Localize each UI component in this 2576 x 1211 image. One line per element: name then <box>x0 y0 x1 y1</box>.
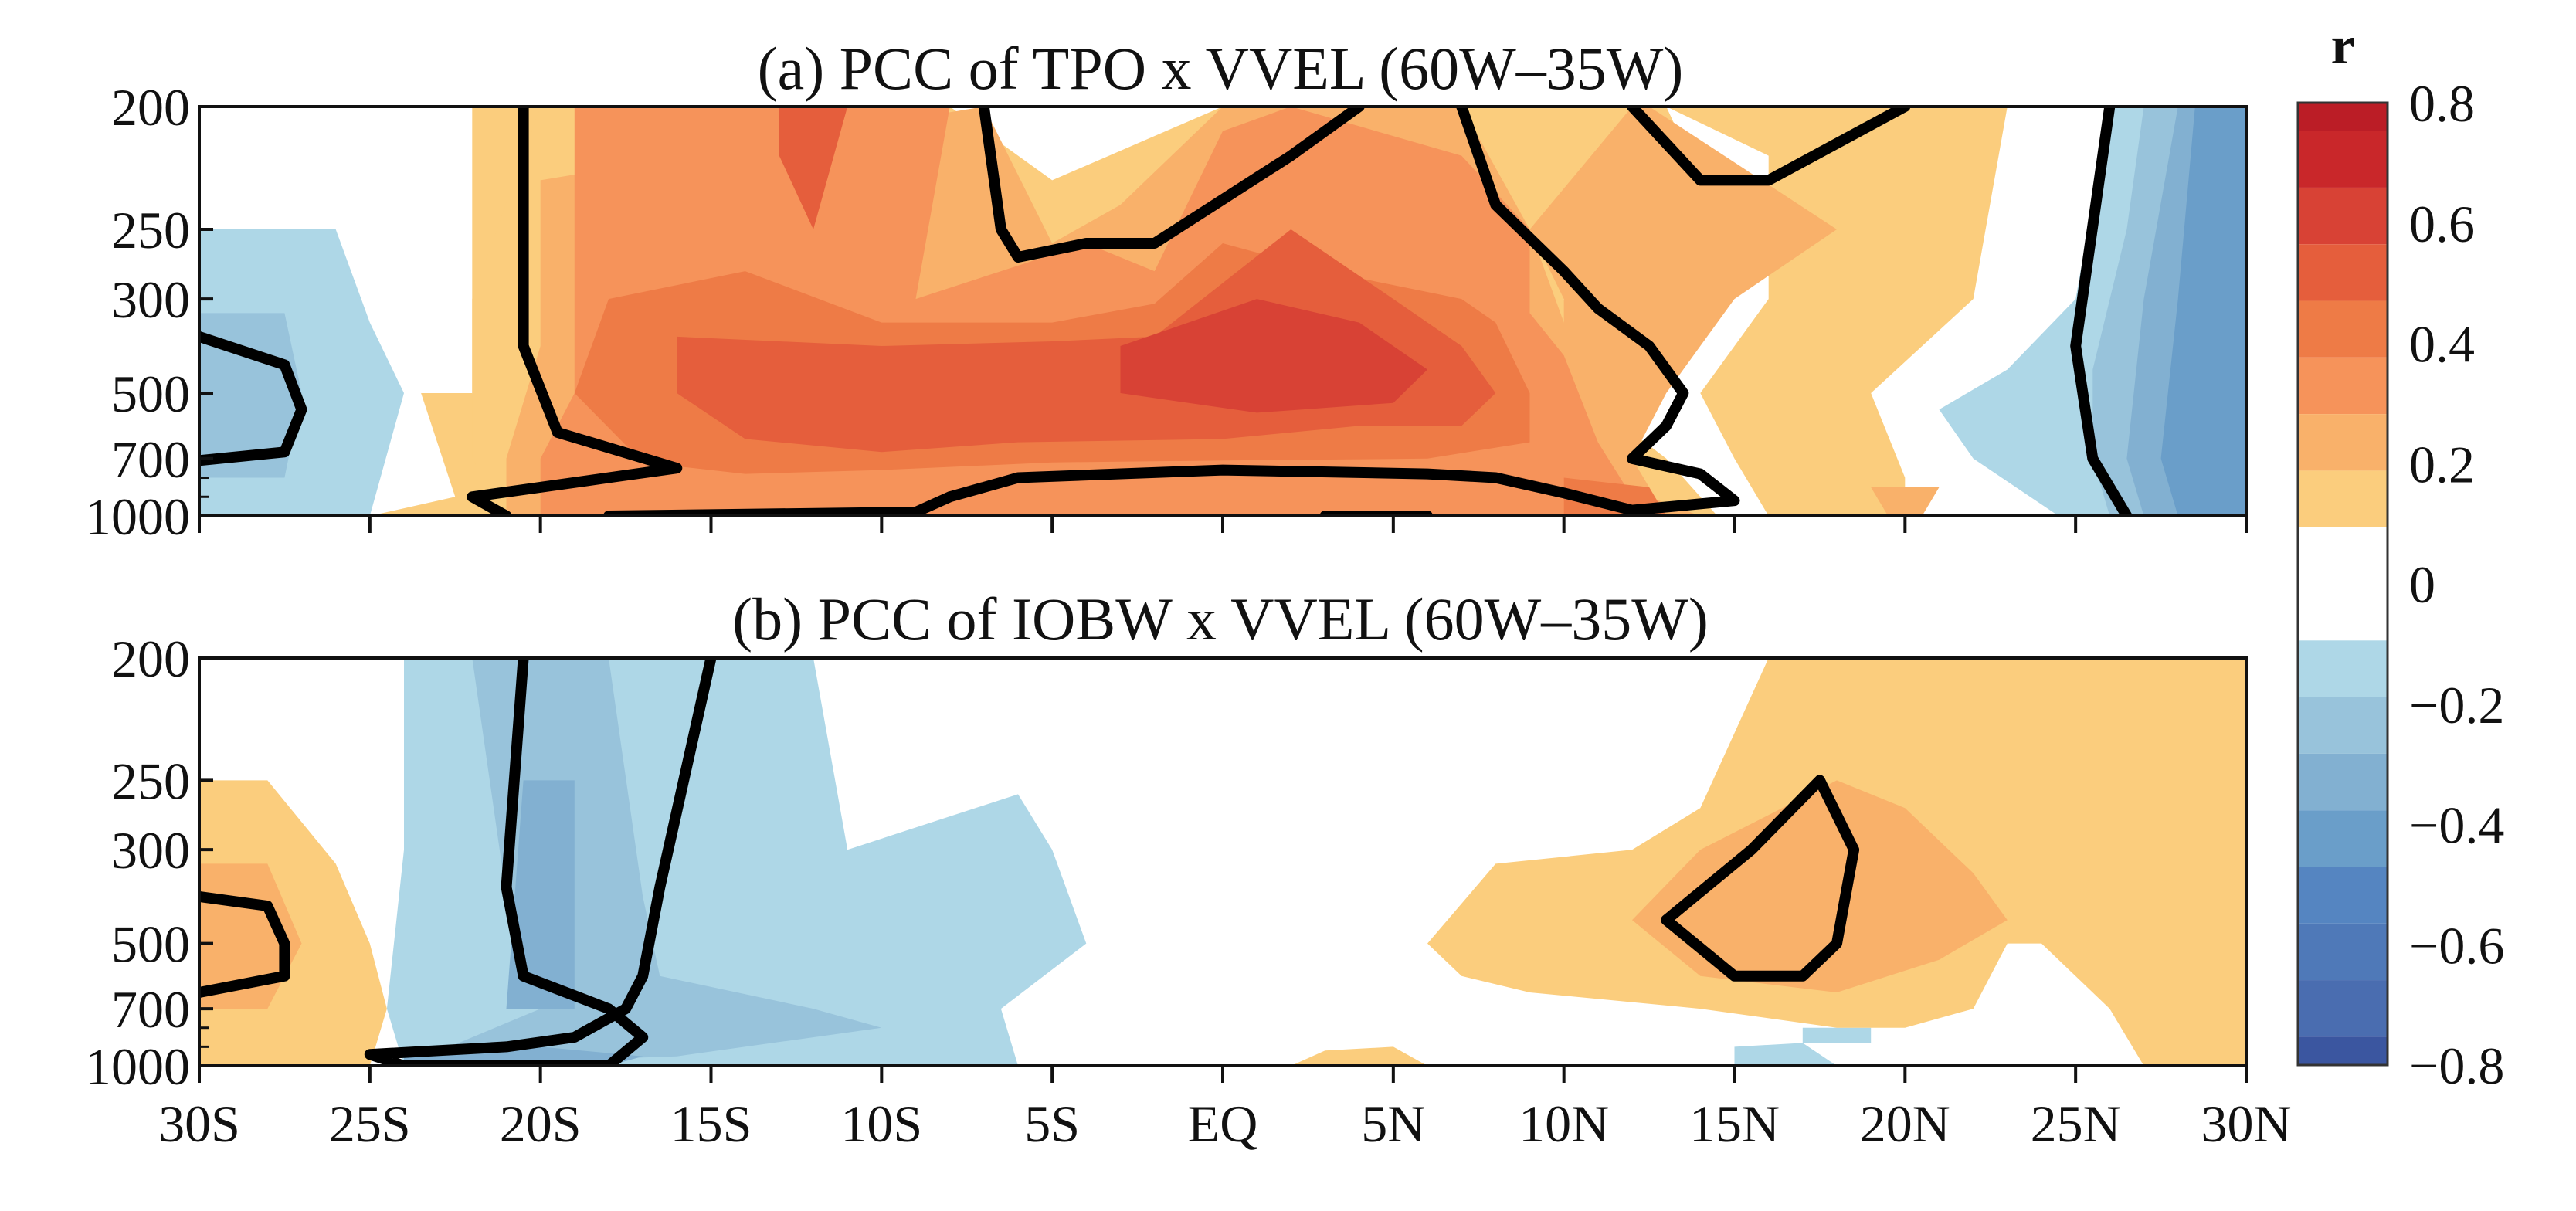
colorbar-ticks: 0.8 0.6 0.4 0.2 0 −0.2 −0.4 −0.6 −0.8 <box>2409 74 2504 1095</box>
panel-a-ytick-label-2: 300 <box>111 270 190 329</box>
panel-a-significance-line-0 <box>199 331 307 466</box>
panel-b-xtick-label-0: 30S <box>158 1094 240 1153</box>
panel-b-region-7 <box>1802 1027 1872 1043</box>
panel-b-xtick-label-9: 15N <box>1689 1094 1780 1153</box>
panel-b-xtick-label-7: 5N <box>1361 1094 1425 1153</box>
colorbar-block-14 <box>2298 923 2388 981</box>
colorbar-block-13 <box>2298 867 2388 924</box>
colorbar-block-12 <box>2298 810 2388 867</box>
colorbar-block-2 <box>2298 187 2388 245</box>
panel-b-significance-contours <box>199 658 1860 1066</box>
panel-a-significance-contours <box>199 107 2133 516</box>
panel-b-xtick-label-12: 30N <box>2201 1094 2291 1153</box>
panel-a-significance-line-2 <box>603 107 1740 516</box>
colorbar-tick-label-4: 0 <box>2409 555 2435 614</box>
colorbar-tick-label-0: 0.8 <box>2409 74 2475 133</box>
panel-b-ytick-label-4: 700 <box>111 980 190 1039</box>
panel-b-xtick-label-4: 10S <box>840 1094 922 1153</box>
panel-b-xtick-label-1: 25S <box>329 1094 411 1153</box>
panel-a-ytick-label-1: 250 <box>111 201 190 260</box>
panel-a-region-13 <box>1871 487 1940 516</box>
colorbar-frame <box>2296 101 2389 1067</box>
colorbar-block-1 <box>2298 131 2388 188</box>
panel-b-title: (b) PCC of IOBW x VVEL (60W–35W) <box>732 585 1709 653</box>
panel-b-ytick-label-5: 1000 <box>85 1037 190 1096</box>
panel-a-region-1 <box>199 313 302 478</box>
colorbar-block-3 <box>2298 244 2388 301</box>
panel-a-significance-line-1 <box>467 107 683 516</box>
panel-a-region-6 <box>1529 107 1837 516</box>
colorbar-block-5 <box>2298 357 2388 415</box>
panel-b: (b) PCC of IOBW x VVEL (60W–35W) 200 250 3… <box>85 585 2292 1153</box>
panel-b-significance-line-2 <box>1661 775 1860 982</box>
colorbar-tick-label-3: 0.2 <box>2409 435 2475 494</box>
panel-b-xtick-label-8: 10N <box>1519 1094 1609 1153</box>
colorbar-block-10 <box>2298 697 2388 754</box>
panel-a: (a) PCC of TPO x VVEL (60W–35W) 200 250 30… <box>85 35 2248 546</box>
colorbar-tick-label-1: 0.6 <box>2409 195 2475 253</box>
colorbar-block-11 <box>2298 753 2388 811</box>
panel-b-x-axis: 30S 25S 20S 15S 10S 5S EQ 5N 10N 15N 20N 25N 30N <box>158 1066 2292 1153</box>
panel-a-ytick-label-3: 500 <box>111 365 190 423</box>
panel-a-significance-line-5 <box>2070 107 2133 516</box>
panel-b-ytick-label-0: 200 <box>111 629 190 688</box>
colorbar-block-7 <box>2298 470 2388 527</box>
panel-a-x-axis <box>198 516 2248 533</box>
panel-b-region-6 <box>1734 1043 1837 1066</box>
panel-b-ytick-label-3: 500 <box>111 915 190 974</box>
colorbar-tick-label-2: 0.4 <box>2409 315 2475 374</box>
panel-b-xtick-label-3: 15S <box>670 1094 752 1153</box>
panel-b-region-9 <box>1632 780 2008 992</box>
colorbar-block-4 <box>2298 300 2388 358</box>
panel-b-xtick-label-6: EQ <box>1188 1094 1258 1153</box>
panel-a-ytick-label-5: 1000 <box>85 487 190 546</box>
panel-a-filled-contours <box>199 107 2246 516</box>
colorbar-tick-label-8: −0.8 <box>2409 1036 2504 1095</box>
colorbar-tick-label-7: −0.6 <box>2409 916 2504 975</box>
panel-b-filled-contours <box>199 658 2246 1066</box>
panel-a-title: (a) PCC of TPO x VVEL (60W–35W) <box>758 35 1684 102</box>
panel-a-significance-line-3 <box>978 107 1365 263</box>
colorbar-color-blocks <box>2298 103 2388 1065</box>
panel-a-region-10 <box>779 107 848 229</box>
panel-b-ytick-label-2: 300 <box>111 821 190 880</box>
panel-b-xtick-label-10: 20N <box>1860 1094 1950 1153</box>
panel-b-xtick-label-11: 25N <box>2031 1094 2121 1153</box>
colorbar-block-15 <box>2298 980 2388 1037</box>
panel-b-region-10 <box>1291 1046 1427 1066</box>
panel-b-ytick-label-1: 250 <box>111 751 190 810</box>
panel-b-region-3 <box>404 658 882 1066</box>
panel-b-xtick-label-2: 20S <box>500 1094 582 1153</box>
colorbar-block-16 <box>2298 1036 2388 1065</box>
colorbar-tick-label-6: −0.4 <box>2409 796 2504 855</box>
panel-a-region-11 <box>1120 299 1427 413</box>
colorbar: r 0.8 0.6 0.4 0.2 0 −0.2 −0.4 −0.6 −0.8 <box>2296 16 2504 1095</box>
panel-b-xtick-label-5: 5S <box>1024 1094 1080 1153</box>
panel-a-region-4 <box>1666 107 2008 516</box>
colorbar-block-6 <box>2298 414 2388 471</box>
colorbar-tick-label-5: −0.2 <box>2409 676 2504 734</box>
panel-b-significance-line-0 <box>199 890 290 998</box>
panel-a-region-2 <box>369 107 541 516</box>
panel-a-significance-line-4 <box>1627 107 1911 186</box>
panel-a-region-17 <box>2160 107 2246 516</box>
colorbar-block-0 <box>2298 103 2388 131</box>
colorbar-block-8 <box>2298 527 2388 641</box>
colorbar-label: r <box>2330 16 2354 76</box>
panel-a-ytick-label-4: 700 <box>111 430 190 489</box>
panel-b-significance-line-1 <box>364 658 717 1066</box>
colorbar-block-9 <box>2298 640 2388 697</box>
panel-a-ytick-label-0: 200 <box>111 78 190 137</box>
